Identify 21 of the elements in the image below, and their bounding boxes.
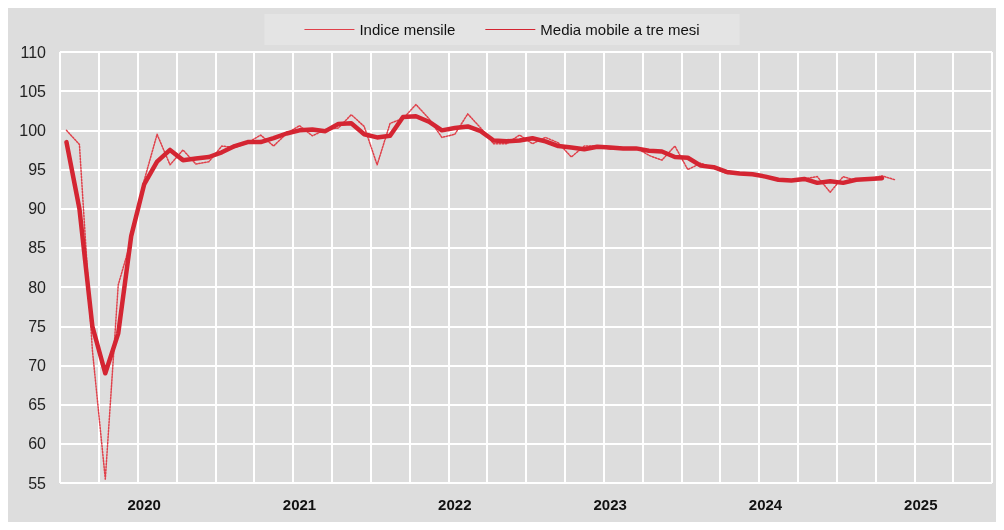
- x-tick-label: 2023: [593, 496, 627, 513]
- x-tick-label: 2021: [282, 496, 317, 513]
- y-tick-label: 70: [28, 356, 47, 374]
- y-tick-label: 85: [28, 239, 47, 257]
- y-tick-label: 80: [28, 278, 47, 296]
- y-tick-label: 100: [19, 121, 47, 139]
- y-tick-label: 95: [28, 161, 47, 179]
- y-tick-label: 55: [28, 474, 47, 492]
- line-series: [64, 114, 885, 376]
- y-tick-label: 65: [28, 396, 47, 414]
- legend-label: Indice mensile: [359, 21, 456, 38]
- y-tick-label: 105: [19, 82, 47, 100]
- x-tick-label: 2020: [127, 496, 161, 513]
- x-tick-label: 2022: [438, 496, 472, 513]
- x-tick-label: 2025: [904, 496, 938, 513]
- legend-label: Media mobile a tre mesi: [540, 21, 700, 38]
- y-tick-label: 60: [28, 435, 47, 453]
- y-tick-label: 110: [20, 43, 47, 61]
- x-tick-label: 2024: [748, 496, 783, 513]
- y-tick-label: 90: [28, 200, 47, 218]
- y-tick-label: 75: [28, 317, 47, 335]
